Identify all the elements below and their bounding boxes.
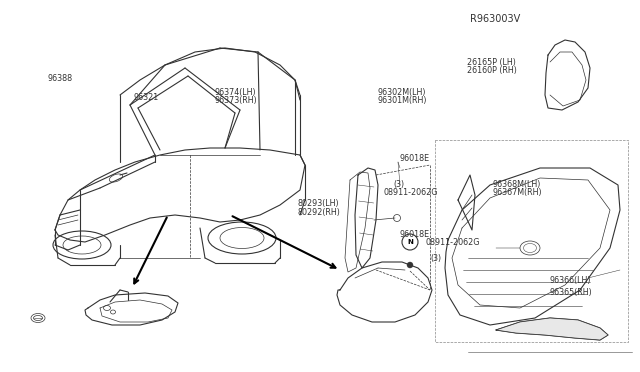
- Text: 26160P (RH): 26160P (RH): [467, 66, 517, 75]
- Text: 96018E: 96018E: [400, 230, 430, 239]
- Text: 96366(LH): 96366(LH): [549, 276, 591, 285]
- Text: 96321: 96321: [133, 93, 158, 102]
- Text: 96368M(LH): 96368M(LH): [493, 180, 541, 189]
- Text: 96367M(RH): 96367M(RH): [493, 188, 543, 197]
- Text: 26165P (LH): 26165P (LH): [467, 58, 516, 67]
- Ellipse shape: [394, 215, 401, 221]
- Text: 08911-2062G: 08911-2062G: [425, 237, 479, 247]
- Text: R963003V: R963003V: [470, 15, 521, 24]
- Text: 96373(RH): 96373(RH): [214, 96, 257, 105]
- Text: (3): (3): [430, 253, 441, 263]
- Text: 08911-2062G: 08911-2062G: [384, 188, 438, 197]
- Text: 96302M(LH): 96302M(LH): [378, 88, 426, 97]
- Ellipse shape: [402, 234, 418, 250]
- Text: 96388: 96388: [48, 74, 73, 83]
- Text: 96365(RH): 96365(RH): [549, 288, 592, 296]
- Text: 80293(LH): 80293(LH): [298, 199, 339, 208]
- Text: 96018E: 96018E: [400, 154, 430, 163]
- Text: 80292(RH): 80292(RH): [298, 208, 340, 217]
- Text: 96374(LH): 96374(LH): [214, 88, 256, 97]
- Ellipse shape: [407, 262, 413, 268]
- Text: 96301M(RH): 96301M(RH): [378, 96, 427, 105]
- Text: (3): (3): [394, 180, 404, 189]
- Polygon shape: [496, 318, 608, 340]
- Text: N: N: [407, 239, 413, 245]
